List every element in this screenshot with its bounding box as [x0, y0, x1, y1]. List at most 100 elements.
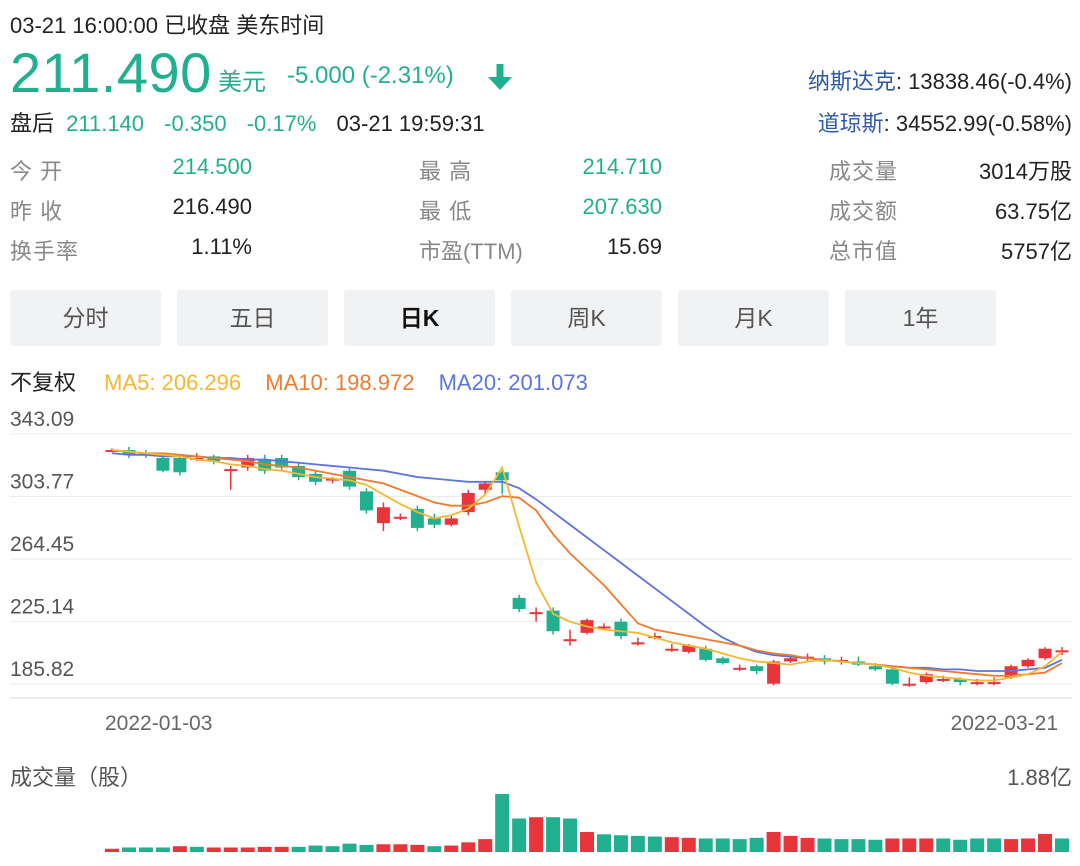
y-tick-label: 303.77: [10, 471, 74, 494]
volume-bar: [393, 844, 408, 852]
volume-bar: [613, 835, 628, 852]
volume-bar: [206, 847, 221, 852]
volume-bar: [664, 837, 679, 852]
candle-body: [784, 658, 798, 662]
candle-body: [953, 678, 967, 683]
candle-body: [292, 465, 306, 478]
candle-body: [733, 667, 747, 670]
volume-bar: [715, 838, 730, 852]
volume-bar: [478, 839, 493, 852]
volume-bar: [121, 847, 136, 852]
stat-open-value: 214.500: [172, 154, 252, 179]
volume-bar: [851, 839, 866, 852]
candle-body: [767, 661, 781, 684]
volume-bar: [376, 844, 391, 852]
volume-bar: [172, 846, 187, 852]
stat-pe-label: 市盈(TTM): [419, 239, 523, 264]
index-name: 纳斯达克: [807, 69, 896, 94]
volume-bar: [681, 837, 696, 852]
candle-body: [343, 470, 356, 487]
stat-open-label: 今 开: [10, 159, 64, 184]
y-tick-label: 343.09: [10, 408, 74, 431]
volume-bar: [274, 846, 289, 852]
volume-chart: [105, 794, 1069, 852]
volume-bar: [647, 836, 662, 852]
index-dow[interactable]: 道琼斯: 34552.99(-0.58%): [818, 106, 1072, 138]
candle-body: [326, 478, 340, 481]
down-arrow-icon: [486, 62, 514, 97]
stat-high-value: 214.710: [582, 154, 662, 179]
candle-body: [105, 450, 119, 453]
stat-volume-value: 3014万股: [979, 159, 1072, 184]
x-tick-label: 2022-01-03: [105, 712, 212, 735]
candle-body: [376, 507, 390, 524]
legend-ma5: MA5: 206.296: [104, 370, 242, 395]
candle-body: [970, 682, 984, 685]
stat-volume-label: 成交量: [829, 159, 899, 184]
ma5-line: [111, 449, 1063, 682]
candle-body: [750, 666, 764, 671]
candle-body: [241, 457, 255, 468]
x-tick-label: 2022-03-21: [951, 712, 1058, 735]
tab-one-year[interactable]: 1年: [845, 290, 996, 346]
volume-bar: [698, 838, 713, 852]
volume-bar: [868, 839, 883, 852]
candlestick-chart[interactable]: 343.09 303.77 264.45 225.14 185.82 2022-01-03…: [0, 400, 1080, 745]
candle-body: [224, 469, 238, 472]
volume-bar: [970, 838, 985, 852]
y-tick-label: 264.45: [10, 533, 74, 556]
candle-body: [665, 648, 679, 651]
index-value: : 34552.99(-0.58%): [883, 111, 1072, 136]
legend-ma20: MA20: 201.073: [438, 370, 588, 395]
candle-body: [987, 682, 1001, 685]
volume-bar: [902, 838, 917, 852]
volume-bar: [596, 834, 611, 852]
stat-amount-value: 63.75亿: [994, 199, 1072, 224]
candle-body: [699, 648, 713, 660]
volume-bar: [1038, 833, 1053, 852]
index-nasdaq[interactable]: 纳斯达克: 13838.46(-0.4%): [808, 64, 1072, 96]
legend-ma10: MA10: 198.972: [265, 370, 415, 395]
period-tabs: 分时 五日 日K 周K 月K 1年: [10, 290, 997, 346]
volume-bar: [919, 838, 934, 852]
adjust-mode[interactable]: 不复权: [10, 370, 77, 395]
candle-body: [444, 518, 458, 525]
volume-bar: [189, 846, 204, 852]
candle-body: [563, 639, 577, 642]
candle-body: [495, 472, 509, 481]
candle-body: [359, 491, 373, 511]
volume-bar: [546, 817, 561, 852]
afterhours-change: -0.350: [164, 111, 227, 136]
volume-bar: [308, 845, 323, 852]
candle-body: [936, 678, 950, 681]
ma10-line: [111, 449, 1063, 677]
volume-bar: [223, 847, 238, 852]
volume-bar: [766, 832, 781, 852]
afterhours-pct: -0.17%: [246, 111, 317, 136]
volume-bar: [885, 838, 900, 852]
candle-body: [393, 516, 407, 519]
afterhours-time: 03-21 19:59:31: [336, 111, 485, 136]
tab-weekly-k[interactable]: 周K: [511, 290, 662, 346]
candle-body: [868, 666, 882, 670]
ma20-line: [111, 452, 1063, 672]
tab-five-day[interactable]: 五日: [177, 290, 328, 346]
volume-bar: [325, 846, 340, 852]
stat-prevclose-value: 216.490: [172, 194, 252, 219]
volume-bar: [427, 846, 442, 852]
candle-body: [597, 626, 611, 629]
stat-low-label: 最 低: [419, 199, 473, 224]
candle-body: [1055, 650, 1069, 653]
afterhours-label: 盘后: [10, 111, 55, 136]
candle-body: [614, 621, 628, 637]
candle-body: [512, 597, 526, 610]
tab-intraday[interactable]: 分时: [10, 290, 161, 346]
tab-monthly-k[interactable]: 月K: [678, 290, 829, 346]
volume-bar: [563, 818, 578, 852]
candle-body: [529, 612, 543, 615]
tab-daily-k[interactable]: 日K: [344, 290, 495, 346]
volume-bar: [138, 847, 153, 852]
volume-bar: [817, 838, 832, 852]
volume-bar: [732, 839, 747, 852]
candle-body: [885, 669, 899, 684]
